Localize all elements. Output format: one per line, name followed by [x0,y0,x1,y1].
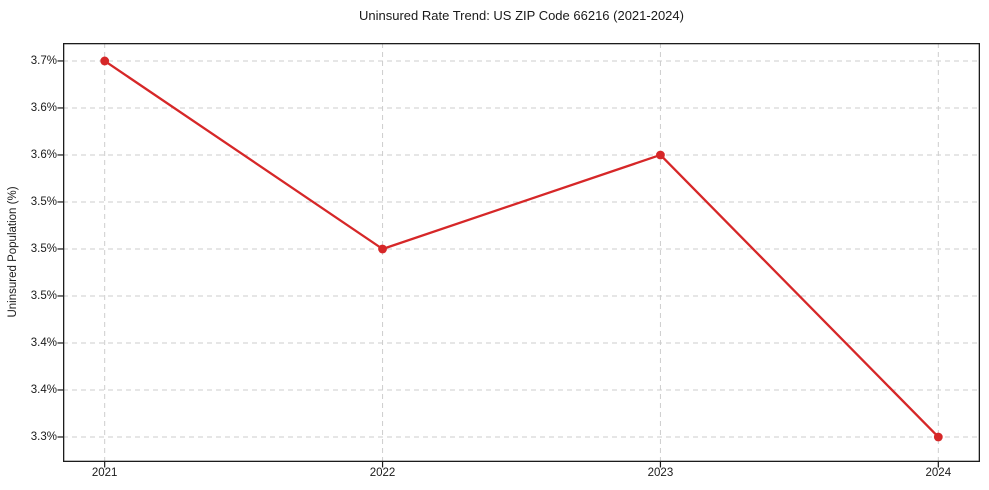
y-tick-label: 3.5% [30,289,57,302]
y-tick-label: 3.5% [30,242,57,255]
data-point-2021 [100,56,110,66]
x-tick-label: 2022 [369,467,396,479]
plot-border [62,42,981,463]
y-tick-label: 3.5% [30,195,57,208]
data-point-2023 [656,150,665,160]
trend-line [103,59,940,439]
y-tick-label: 3.4% [30,383,57,396]
y-tick-label: 3.3% [30,430,57,443]
x-tick-label: 2021 [91,467,118,479]
y-tick-label: 3.4% [30,336,57,349]
data-point-2024 [933,432,943,442]
chart-canvas [57,42,981,468]
chart-title: Uninsured Rate Trend: US ZIP Code 66216 … [359,8,684,23]
plot-area [57,42,981,468]
y-tick-label: 3.6% [30,101,57,114]
y-tick-label: 3.7% [30,54,57,67]
x-tick-label: 2024 [925,467,952,479]
data-point-2022 [378,244,387,254]
x-tick-label: 2023 [647,467,674,479]
y-tick-label: 3.6% [30,148,57,161]
